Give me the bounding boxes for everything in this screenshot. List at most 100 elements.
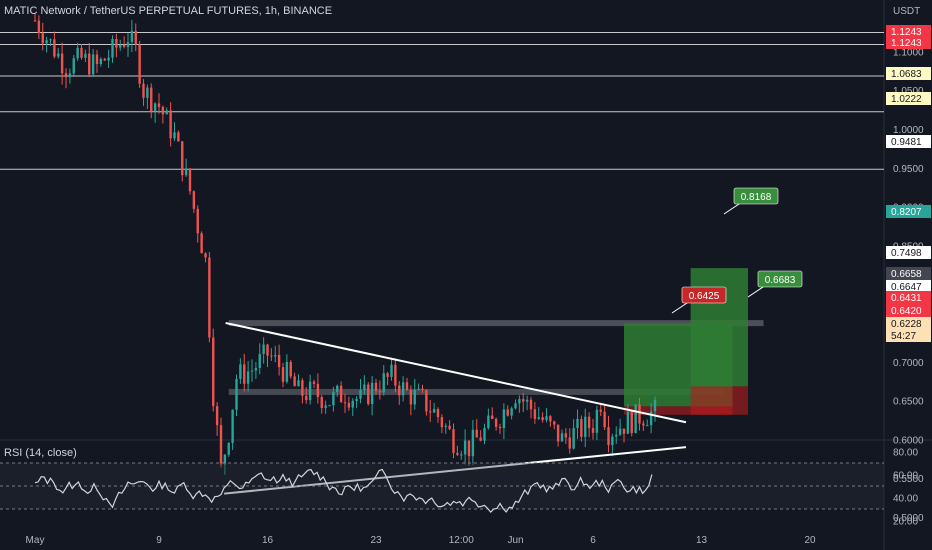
candle-body (491, 415, 494, 419)
candle-body (122, 44, 126, 47)
price-badge (886, 267, 931, 280)
candle-body (250, 370, 254, 372)
candle-body (343, 402, 347, 404)
candle-body (510, 408, 513, 416)
candle-body (506, 409, 509, 416)
candle-body (560, 433, 564, 442)
candle-body (432, 409, 436, 413)
candle-body (374, 382, 378, 392)
candle-body (498, 426, 502, 429)
candle-body (429, 411, 432, 413)
candle-body (386, 373, 389, 377)
candle-body (463, 440, 467, 455)
candle-body (215, 406, 219, 426)
candle-body (514, 403, 517, 409)
candle-body (258, 353, 261, 368)
price-badge-label: 1.1243 (891, 38, 922, 49)
callout-label: 0.6425 (689, 291, 720, 302)
candle-body (181, 141, 184, 176)
candle-body (642, 423, 645, 426)
candle-body (91, 54, 95, 75)
candle-body (37, 20, 41, 34)
candle-body (208, 257, 211, 338)
candle-body (308, 381, 312, 401)
candle-body (460, 454, 463, 456)
candle-body (553, 421, 556, 425)
candle-body (332, 392, 335, 406)
candle-body (68, 73, 72, 78)
candle-body (239, 364, 242, 379)
candle-body (556, 424, 560, 442)
x-axis-tick: May (26, 535, 45, 546)
candle-body (301, 380, 304, 396)
candle-body (572, 428, 575, 449)
currency-label: USDT (893, 6, 920, 17)
candle-body (88, 53, 91, 75)
candle-body (649, 411, 653, 426)
candle-body (76, 47, 79, 59)
candle-body (289, 362, 292, 377)
candle-body (246, 371, 250, 384)
candle-body (262, 344, 265, 354)
candle-body (626, 411, 630, 434)
price-badge-label: 1.0222 (891, 94, 922, 105)
candle-body (219, 425, 223, 465)
candle-body (146, 87, 149, 98)
candle-body (568, 437, 571, 449)
support-band (228, 388, 724, 395)
candle-body (80, 47, 83, 58)
rsi-band-fill (0, 463, 884, 509)
candle-body (173, 132, 176, 139)
callout-box (681, 286, 727, 304)
rsi-tick: 20.00 (893, 517, 918, 528)
price-badge-label: 1.1243 (891, 27, 922, 38)
candle-body (53, 39, 56, 57)
candle-body (483, 428, 486, 441)
price-badge (886, 25, 931, 38)
candle-body (95, 54, 99, 65)
price-badge-label: 54:27 (891, 331, 916, 342)
candle-body (367, 384, 370, 405)
candle-body (456, 452, 459, 455)
candle-body (312, 381, 316, 384)
x-axis-tick: 16 (262, 535, 274, 546)
rsi-tick: 80.00 (893, 448, 918, 459)
candle-body (351, 400, 354, 408)
candle-body (157, 103, 161, 107)
candle-body (421, 388, 424, 391)
rsi-line (34, 468, 653, 513)
candle-body (603, 411, 606, 428)
price-badge (886, 92, 931, 105)
candle-body (142, 83, 145, 98)
candle-body (398, 385, 401, 396)
candle-body (363, 384, 366, 391)
price-badge (886, 280, 931, 293)
candle-body (646, 425, 649, 427)
candle-body (41, 33, 44, 44)
candle-body (475, 429, 478, 438)
candle-body (537, 417, 540, 419)
price-badge (886, 36, 931, 49)
price-badge-label: 0.6228 (891, 319, 922, 330)
price-badge (886, 291, 931, 304)
candle-body (549, 416, 552, 422)
descending-trendline (225, 321, 687, 424)
candle-body (223, 454, 227, 465)
candle-body (630, 411, 633, 434)
candle-body (533, 409, 537, 419)
candle-body (599, 409, 602, 412)
candle-body (618, 428, 622, 435)
candle-body (653, 399, 657, 412)
y-axis-tick: 0.5000 (893, 513, 924, 524)
candle-body (297, 380, 300, 387)
y-axis-tick: 1.0000 (893, 125, 924, 136)
candle-body (192, 191, 196, 209)
price-badge (886, 135, 931, 148)
candle-body (177, 132, 180, 142)
candle-body (107, 57, 110, 61)
candle-body (394, 364, 397, 386)
candle-body (584, 416, 587, 438)
candle-body (200, 233, 203, 254)
candle-body (270, 355, 273, 357)
candle-body (382, 373, 385, 393)
